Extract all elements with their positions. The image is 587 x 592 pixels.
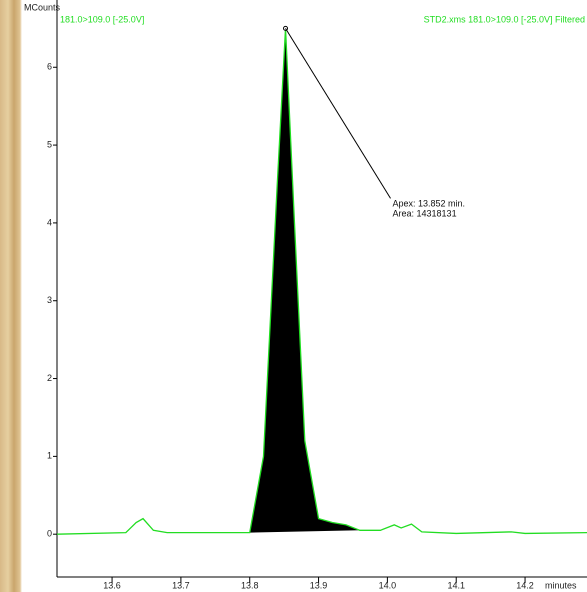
x-axis-label: minutes [545,580,577,590]
y-tick-label: 1 [47,451,52,461]
y-tick-label: 5 [47,139,52,149]
file-label: STD2.xms 181.0>109.0 [-25.0V] Filtered [424,14,585,24]
apex-leader [285,28,391,199]
x-tick-label: 13.9 [310,580,328,590]
trace-line [56,28,587,535]
x-tick-label: 13.7 [172,580,190,590]
y-unit: MCounts [24,2,61,12]
x-tick-label: 14.1 [447,580,465,590]
apex-annotation: Apex: 13.852 min. [393,199,466,209]
y-tick-label: 6 [47,62,52,72]
x-tick-label: 14.0 [379,580,397,590]
x-tick-label: 14.2 [516,580,534,590]
y-tick-label: 2 [47,373,52,383]
peak-fill [249,28,360,533]
y-tick-label: 4 [47,217,52,227]
trace-label: 181.0>109.0 [-25.0V] [60,14,144,24]
apex-annotation: Area: 14318131 [393,209,457,219]
x-tick-label: 13.6 [103,580,121,590]
x-tick-label: 13.8 [241,580,259,590]
y-tick-label: 3 [47,295,52,305]
y-tick-label: 0 [47,529,52,539]
